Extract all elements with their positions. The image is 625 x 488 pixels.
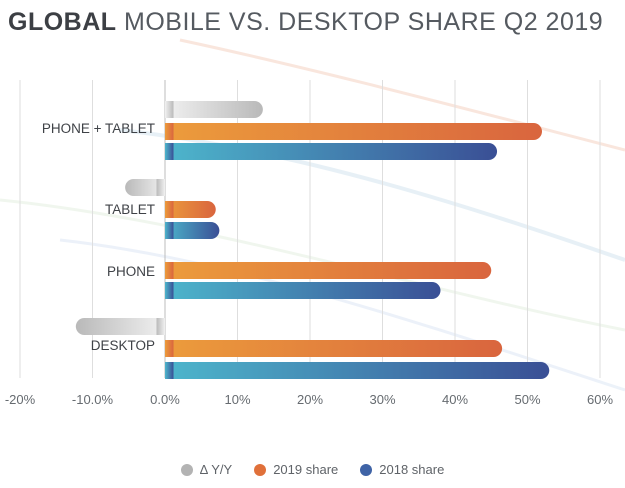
legend-item-delta: Δ Y/Y — [180, 462, 233, 477]
bar-2018-phone-tablet — [165, 143, 498, 160]
x-tick-label: 60% — [587, 392, 613, 407]
bar-base — [165, 143, 174, 160]
bar-base — [165, 201, 174, 218]
x-tick-label: 0.0% — [150, 392, 180, 407]
category-label: DESKTOP — [91, 338, 155, 353]
legend-label-2018: 2018 share — [379, 462, 445, 477]
legend: Δ Y/Y 2019 share 2018 share — [0, 462, 625, 477]
bar-base — [165, 282, 174, 299]
bar-base — [165, 262, 174, 279]
bar-base — [165, 222, 174, 239]
bars — [75, 101, 550, 379]
bar-2019-desktop — [165, 340, 503, 357]
bar-base — [165, 362, 174, 379]
bar-delta-phone-tablet — [165, 101, 263, 118]
x-tick-label: 10% — [224, 392, 250, 407]
bar-2019-phone — [165, 262, 492, 279]
bar-2018-phone — [165, 282, 441, 299]
bar-delta-desktop — [75, 318, 165, 335]
chart-title-bold: GLOBAL — [8, 8, 117, 36]
legend-swatch-2018 — [360, 463, 373, 476]
chart-title-rest: MOBILE VS. DESKTOP SHARE Q2 2019 — [124, 8, 604, 36]
legend-swatch-2019 — [254, 463, 267, 476]
bar-base — [165, 340, 174, 357]
bar-base — [156, 318, 165, 335]
x-tick-label: 40% — [442, 392, 468, 407]
legend-item-2018: 2018 share — [360, 462, 444, 477]
x-tick-label: 30% — [369, 392, 395, 407]
x-tick-label: 50% — [514, 392, 540, 407]
x-tick-label: 20% — [297, 392, 323, 407]
bar-2018-tablet — [165, 222, 220, 239]
bar-2018-desktop — [165, 362, 550, 379]
bar-delta-tablet — [125, 179, 165, 196]
category-label: PHONE — [107, 264, 155, 279]
legend-label-2019: 2019 share — [273, 462, 339, 477]
category-labels: PHONE + TABLET TABLET PHONE DESKTOP — [42, 121, 155, 353]
legend-swatch-delta — [180, 463, 193, 476]
bar-base — [165, 101, 174, 118]
bar-base — [156, 179, 165, 196]
chart-title: GLOBAL MOBILE VS. DESKTOP SHARE Q2 2019 — [8, 8, 603, 37]
x-tick-label: -20% — [5, 392, 36, 407]
bar-chart: PHONE + TABLET TABLET PHONE DESKTOP -20% -10… — [0, 38, 625, 407]
legend-label-delta: Δ Y/Y — [199, 462, 233, 477]
bar-2019-tablet — [165, 201, 216, 218]
x-tick-label: -10.0% — [72, 392, 114, 407]
bar-base — [165, 123, 174, 140]
category-label: TABLET — [105, 202, 155, 217]
legend-item-2019: 2019 share — [254, 462, 338, 477]
x-tick-labels: -20% -10.0% 0.0% 10% 20% 30% 40% 50% 60% — [5, 392, 614, 407]
bar-2019-phone-tablet — [165, 123, 542, 140]
category-label: PHONE + TABLET — [42, 121, 155, 136]
